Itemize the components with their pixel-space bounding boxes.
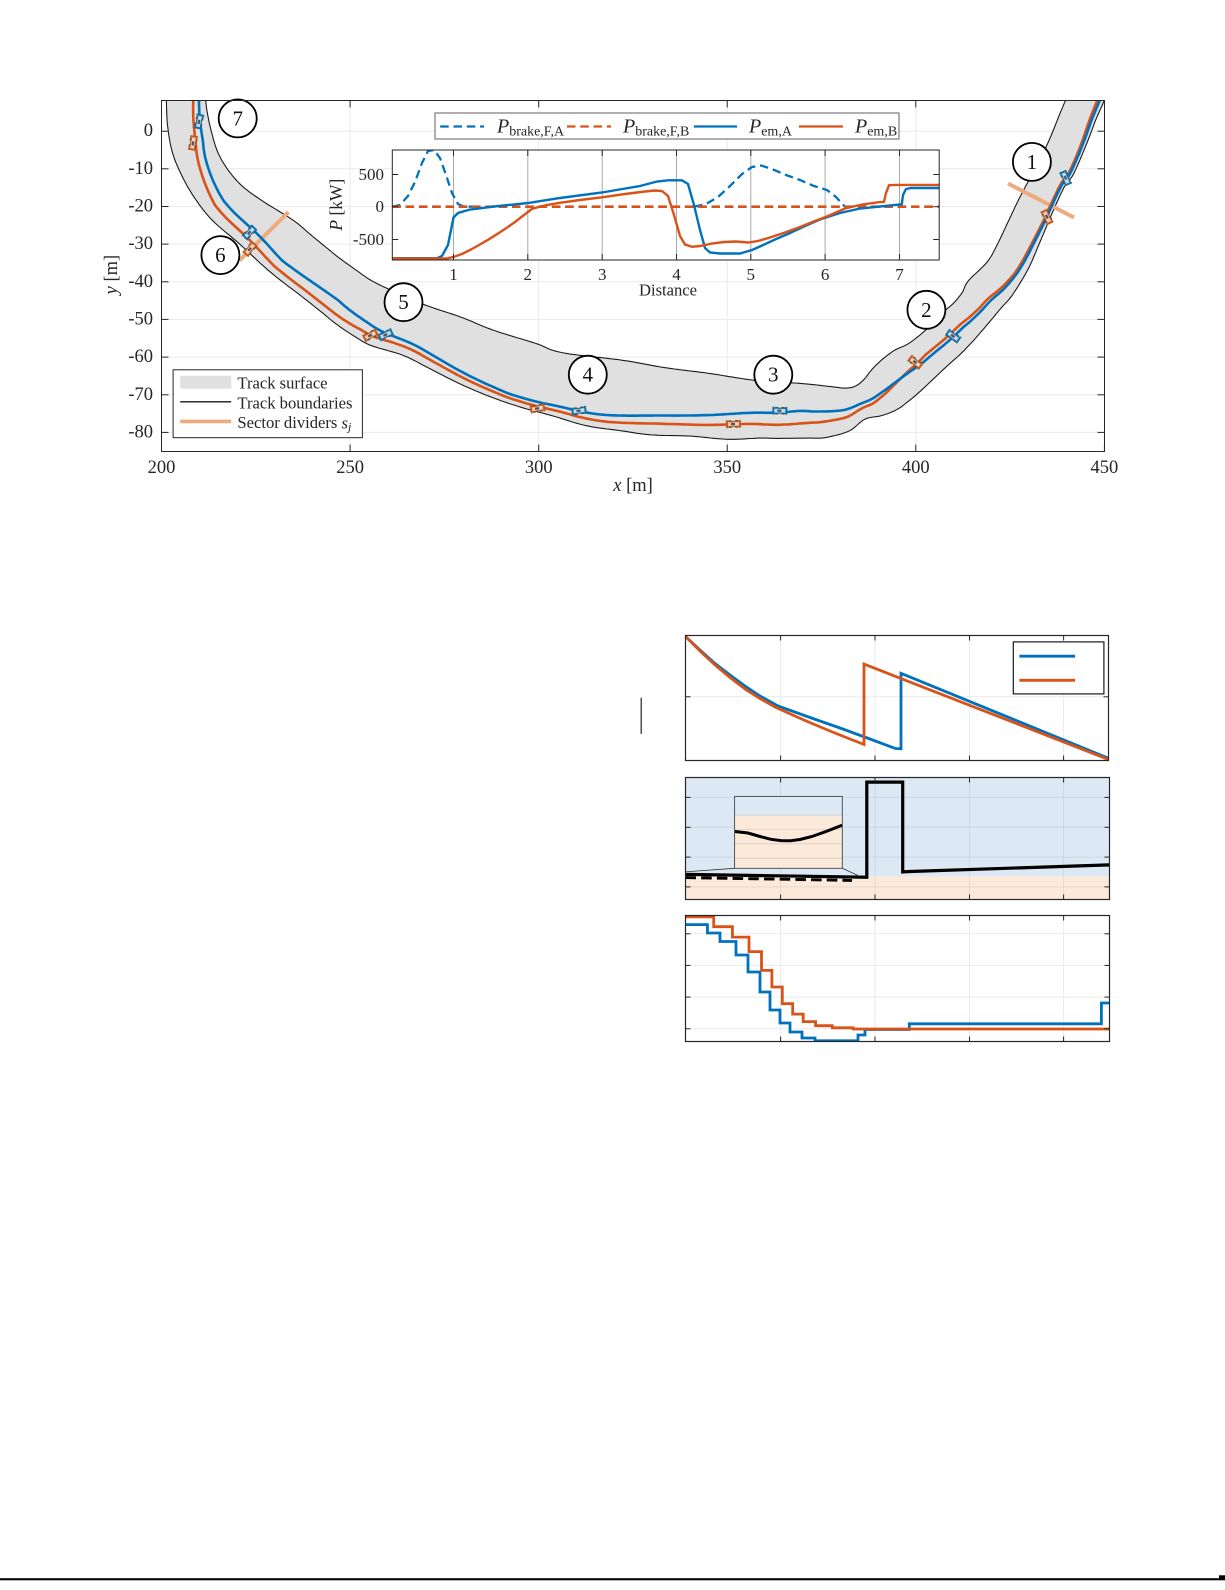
svg-text:-80: -80: [128, 422, 153, 442]
svg-text:x [m]: x [m]: [612, 476, 653, 496]
svg-text:-60: -60: [128, 347, 153, 367]
svg-text:y [m]: y [m]: [102, 255, 122, 297]
svg-text:2: 2: [921, 298, 932, 322]
svg-text:-10: -10: [128, 159, 153, 179]
svg-text:Pem,A: Pem,A: [748, 116, 793, 140]
svg-text:250: 250: [336, 458, 364, 478]
svg-text:350: 350: [713, 458, 741, 478]
svg-text:Track surface: Track surface: [237, 374, 327, 393]
svg-text:-20: -20: [128, 197, 153, 217]
svg-text:-70: -70: [128, 385, 153, 405]
svg-text:450: 450: [1091, 458, 1119, 478]
svg-text:6: 6: [215, 243, 226, 267]
svg-text:6: 6: [821, 265, 830, 284]
svg-text:7: 7: [232, 106, 243, 130]
svg-text:Sector dividers sj: Sector dividers sj: [237, 413, 352, 434]
svg-text:-40: -40: [128, 272, 153, 292]
svg-text:Pem,B: Pem,B: [854, 116, 897, 140]
svg-text:400: 400: [902, 458, 930, 478]
svg-text:5: 5: [747, 265, 756, 284]
svg-text:5: 5: [398, 290, 409, 314]
svg-text:Distance: Distance: [639, 281, 697, 300]
svg-text:-30: -30: [128, 234, 153, 254]
svg-text:P [kW]: P [kW]: [326, 179, 346, 232]
svg-text:500: 500: [359, 165, 385, 184]
svg-text:0: 0: [376, 197, 385, 216]
svg-text:300: 300: [525, 458, 553, 478]
svg-text:-50: -50: [128, 309, 153, 329]
svg-text:0: 0: [144, 121, 153, 141]
svg-text:3: 3: [598, 265, 607, 284]
svg-text:7: 7: [895, 265, 904, 284]
svg-text:Pbrake,F,B: Pbrake,F,B: [622, 116, 689, 140]
svg-text:1: 1: [449, 265, 458, 284]
svg-text:Pbrake,F,A: Pbrake,F,A: [496, 116, 565, 140]
svg-text:2: 2: [524, 265, 533, 284]
svg-text:3: 3: [768, 363, 779, 387]
svg-text:1: 1: [1027, 150, 1038, 174]
svg-text:200: 200: [148, 458, 176, 478]
svg-text:Track boundaries: Track boundaries: [237, 393, 352, 412]
svg-text:-500: -500: [353, 230, 384, 249]
svg-text:4: 4: [672, 265, 681, 284]
svg-text:4: 4: [583, 363, 594, 387]
